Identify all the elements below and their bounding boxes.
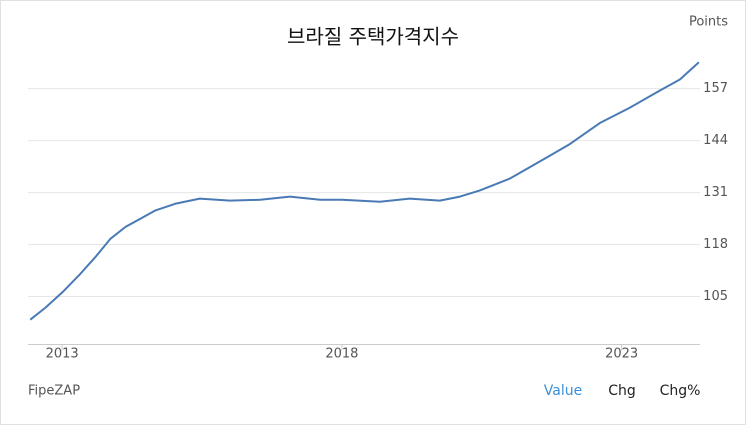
y-unit: Points bbox=[689, 15, 728, 30]
source: FipeZAP bbox=[28, 384, 80, 399]
x-tick-label: 2013 bbox=[46, 347, 79, 362]
x-tick-label: 2023 bbox=[605, 347, 638, 362]
y-tick-label: 131 bbox=[703, 185, 728, 200]
control-button[interactable]: Chg bbox=[608, 383, 636, 399]
y-tick-label: 118 bbox=[703, 237, 728, 252]
control-button[interactable]: Value bbox=[544, 383, 582, 399]
x-tick-label: 2018 bbox=[325, 347, 358, 362]
y-tick-label: 105 bbox=[703, 289, 728, 304]
control-button[interactable]: Chg% bbox=[660, 383, 701, 399]
line-series bbox=[29, 61, 700, 321]
chart-title: 브라질 주택가격지수 bbox=[287, 25, 459, 49]
y-tick-label: 144 bbox=[703, 133, 728, 148]
y-tick-label: 157 bbox=[703, 81, 728, 96]
